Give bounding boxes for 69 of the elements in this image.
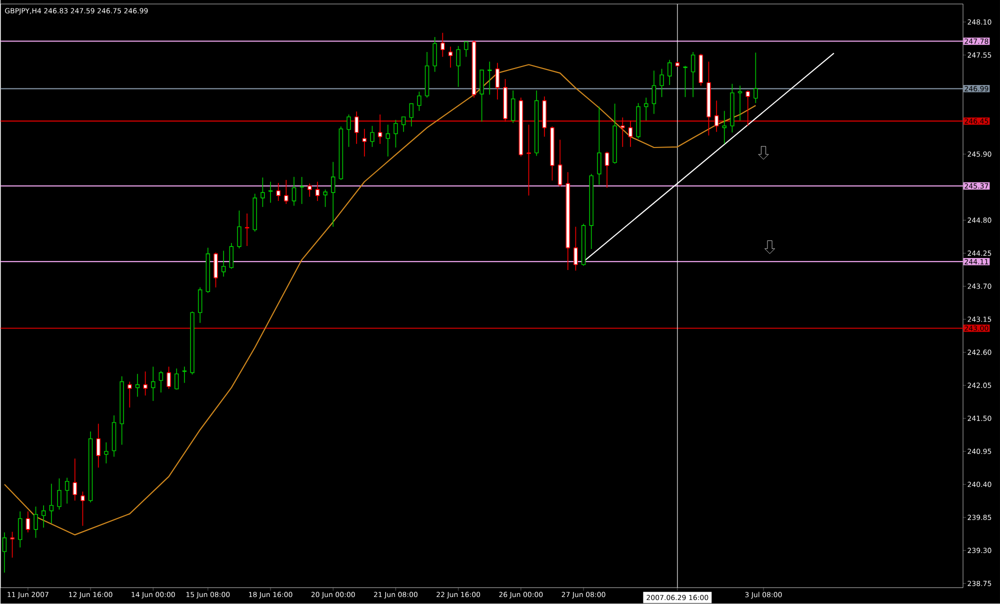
candlestick xyxy=(158,370,164,393)
candlestick xyxy=(260,177,265,208)
candlestick xyxy=(362,128,367,157)
candlestick xyxy=(456,46,460,88)
candlestick xyxy=(620,117,625,148)
candlestick xyxy=(292,176,296,206)
candlestick xyxy=(754,52,758,104)
candlestick xyxy=(417,91,422,112)
candlestick xyxy=(308,183,312,198)
candlestick xyxy=(198,286,202,324)
candlestick xyxy=(487,61,492,95)
candlestick xyxy=(464,41,468,58)
candlestick xyxy=(409,103,414,127)
candlestick xyxy=(401,116,406,132)
candlestick xyxy=(346,114,351,148)
candlestick xyxy=(244,213,250,246)
candlestick xyxy=(628,120,633,148)
candlestick xyxy=(386,124,390,157)
candlestick xyxy=(237,210,242,249)
candlestick xyxy=(660,68,664,98)
candlestick xyxy=(34,506,38,538)
candlestick xyxy=(440,32,445,58)
candlestick xyxy=(432,36,437,72)
candlestick xyxy=(104,442,108,464)
candlestick xyxy=(667,59,672,86)
candlestick xyxy=(64,477,70,504)
candlestick xyxy=(714,100,719,132)
candlestick xyxy=(652,70,656,114)
candlestick xyxy=(738,85,742,121)
candlestick xyxy=(315,181,320,202)
candlestick xyxy=(182,366,187,384)
candlestick xyxy=(597,106,602,186)
candlestick xyxy=(151,366,156,402)
candlestick xyxy=(510,90,516,124)
candlestick xyxy=(276,182,280,202)
candlestick xyxy=(221,250,226,277)
candlestick xyxy=(354,110,359,144)
candlestick xyxy=(80,491,85,526)
candlestick xyxy=(495,62,500,100)
candlestick xyxy=(41,504,46,528)
candlestick xyxy=(143,371,148,396)
candlestick xyxy=(722,110,726,144)
candlestick xyxy=(18,510,22,548)
candlestick xyxy=(526,124,531,196)
candlestick xyxy=(683,65,688,98)
candlestick xyxy=(330,161,336,228)
candlestick xyxy=(690,52,696,98)
candlestick xyxy=(370,125,374,148)
candlestick xyxy=(166,366,171,390)
candlestick xyxy=(746,90,750,126)
candlestick xyxy=(174,368,179,390)
candlestick xyxy=(128,381,132,408)
candlestick xyxy=(72,458,78,501)
candlestick xyxy=(448,46,453,68)
candlestick xyxy=(574,226,578,271)
candlestick xyxy=(10,531,14,558)
candlestick xyxy=(57,478,62,510)
candlestick xyxy=(49,483,54,524)
candlestick xyxy=(378,114,382,144)
candlestick xyxy=(96,423,100,468)
candlestick xyxy=(604,151,610,188)
candlestick xyxy=(284,179,288,204)
candlestick xyxy=(558,139,562,187)
candlestick xyxy=(394,119,398,148)
candlestick xyxy=(229,242,234,270)
candlestick xyxy=(300,176,304,204)
candlestick xyxy=(26,510,30,533)
candlestick xyxy=(323,189,328,208)
line-series xyxy=(4,64,756,536)
